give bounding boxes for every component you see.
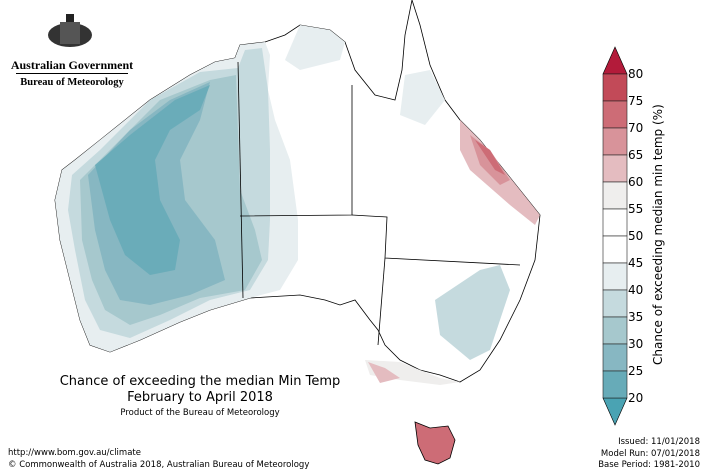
colorbar-over-arrow (602, 46, 628, 75)
colorbar-tick: 80 (628, 67, 644, 81)
colorbar-cell (602, 343, 628, 372)
title-line1: Chance of exceeding the median Min Temp (59, 374, 341, 389)
colorbar-tick: 75 (628, 94, 644, 108)
colorbar-cell (602, 235, 628, 264)
colorbar-tick: 35 (628, 310, 644, 324)
logo-bureau-text: Bureau of Meteorology (20, 77, 124, 88)
colorbar-cell (602, 154, 628, 183)
colorbar-label: Chance of exceeding median min temp (%) (651, 104, 665, 366)
colorbar-tick: 50 (628, 229, 644, 243)
tasmania (414, 421, 456, 465)
australian-crest-logo (48, 14, 92, 47)
colorbar-tick: 60 (628, 175, 644, 189)
model-run: Model Run: 07/01/2018 (600, 448, 700, 459)
logo-government-text: Australian Government (10, 58, 134, 72)
colorbar-cell (602, 370, 628, 399)
issued-date: Issued: 11/01/2018 (618, 437, 700, 447)
colorbar-cell (602, 262, 628, 291)
colorbar-cell (602, 73, 628, 102)
colorbar-tick: 45 (628, 256, 644, 270)
colorbar-cell (602, 100, 628, 129)
colorbar-tick: 30 (628, 337, 644, 351)
colorbar-tick: 65 (628, 148, 644, 162)
title-line2: February to April 2018 (127, 390, 273, 405)
colorbar-tick: 55 (628, 202, 644, 216)
logo-divider (16, 73, 128, 74)
state-borders (237, 61, 521, 346)
colorbar-tick: 25 (628, 364, 644, 378)
metadata: Issued: 11/01/2018 Model Run: 07/01/2018… (598, 437, 700, 472)
product-credit: Product of the Bureau of Meteorology (120, 408, 280, 418)
colorbar-tick: 20 (628, 391, 644, 405)
colorbar-tick: 70 (628, 121, 644, 135)
base-period: Base Period: 1981-2010 (598, 460, 700, 470)
colorbar-cell (602, 289, 628, 318)
bom-url: http://www.bom.gov.au/climate (8, 448, 141, 458)
colorbar (602, 46, 628, 426)
colorbar-cell (602, 316, 628, 345)
map-title: Chance of exceeding the median Min Temp … (20, 374, 380, 406)
colorbar-cell (602, 181, 628, 210)
colorbar-cell (602, 208, 628, 237)
colorbar-under-arrow (602, 397, 628, 426)
mainland-australia (54, 0, 541, 385)
colorbar-cell (602, 127, 628, 156)
copyright: © Commonwealth of Australia 2018, Austra… (8, 460, 310, 470)
colorbar-tick: 40 (628, 283, 644, 297)
